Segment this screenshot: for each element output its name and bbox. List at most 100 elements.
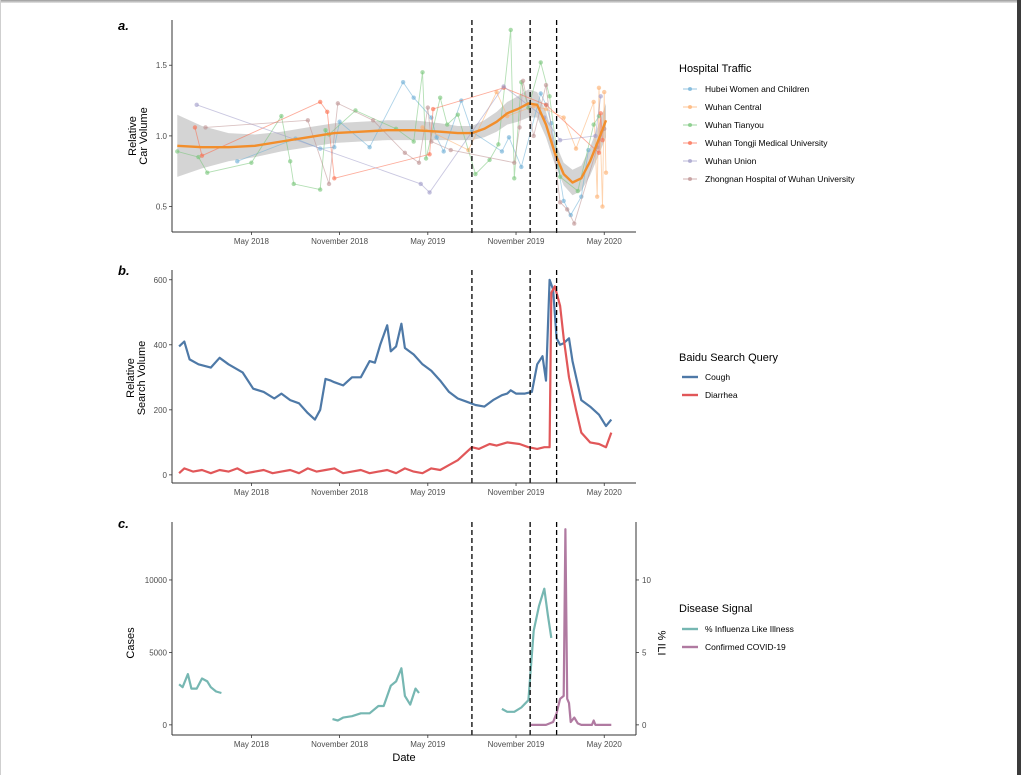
legend-label: Wuhan Central bbox=[705, 102, 762, 112]
data-point bbox=[575, 188, 580, 194]
panel-b-legend: Baidu Search Query Cough Diarrhea bbox=[679, 352, 779, 400]
data-point bbox=[501, 84, 506, 89]
x-tick-label: November 2019 bbox=[488, 237, 545, 246]
data-point bbox=[317, 187, 323, 192]
legend-label: Wuhan Tongji Medical University bbox=[705, 138, 828, 148]
data-point bbox=[512, 160, 517, 165]
data-point bbox=[547, 94, 552, 99]
data-point bbox=[519, 164, 524, 170]
legend-item: Cough bbox=[682, 372, 730, 382]
panel-a-legend-title: Hospital Traffic bbox=[679, 63, 752, 75]
series-diarrhea bbox=[178, 285, 613, 475]
data-point bbox=[332, 176, 337, 181]
data-point bbox=[418, 181, 423, 187]
x-tick-label: November 2019 bbox=[488, 488, 545, 497]
data-point bbox=[249, 160, 254, 165]
data-point bbox=[192, 125, 198, 130]
data-point bbox=[370, 118, 376, 123]
series-confirmed-covid-19 bbox=[530, 528, 612, 726]
legend-key-point bbox=[688, 159, 692, 163]
panel-c-label: c. bbox=[118, 516, 129, 531]
panel-b-search-volume: b. Relative Search Volume 0 200 400 600 May … bbox=[118, 263, 779, 497]
data-point bbox=[598, 111, 603, 116]
x-tick-label: May 2020 bbox=[587, 488, 623, 497]
confidence-band bbox=[177, 89, 607, 196]
data-point bbox=[437, 95, 443, 100]
data-point bbox=[557, 200, 563, 205]
series-line bbox=[422, 87, 607, 207]
panel-b-legend-title: Baidu Search Query bbox=[679, 352, 779, 364]
data-point bbox=[593, 133, 598, 139]
y-tick-label: 600 bbox=[154, 276, 168, 285]
data-point bbox=[512, 176, 517, 181]
x-tick-label: May 2019 bbox=[410, 237, 446, 246]
data-point bbox=[543, 102, 549, 108]
data-point bbox=[557, 137, 563, 143]
data-point bbox=[445, 122, 450, 127]
series-influenza-like-illness-segment bbox=[501, 587, 553, 713]
legend-label: Cough bbox=[705, 372, 730, 382]
y-tick-label: 5000 bbox=[149, 648, 167, 657]
data-point bbox=[326, 181, 332, 187]
data-point bbox=[603, 170, 609, 175]
data-point bbox=[499, 149, 505, 154]
data-point bbox=[429, 139, 434, 144]
panel-a-car-volume: a. Relative Car Volume 0.5 1.0 1.5 May 2018… bbox=[118, 18, 855, 246]
legend-item: Confirmed COVID-19 bbox=[682, 642, 786, 652]
data-point bbox=[434, 135, 439, 140]
window-right-edge bbox=[1017, 0, 1021, 775]
y-tick-label: 0 bbox=[163, 471, 168, 480]
x-tick-label: May 2018 bbox=[234, 740, 270, 749]
data-point bbox=[596, 150, 602, 156]
panel-a-legend: Hospital Traffic Hubei Women and Childre… bbox=[679, 63, 855, 184]
y-tick-label: 10000 bbox=[145, 576, 168, 585]
y-tick-label: 200 bbox=[154, 406, 168, 415]
data-point bbox=[203, 125, 208, 130]
data-point bbox=[520, 78, 526, 83]
data-point bbox=[591, 99, 596, 105]
legend-item: Wuhan Union bbox=[683, 156, 757, 166]
data-point bbox=[305, 118, 311, 123]
data-point bbox=[600, 137, 605, 143]
data-point bbox=[427, 190, 432, 195]
data-point bbox=[400, 79, 406, 85]
data-point bbox=[430, 106, 436, 112]
y-right-tick-label: 5 bbox=[642, 648, 647, 657]
y-tick-label: 0.5 bbox=[156, 203, 168, 212]
data-point bbox=[423, 156, 429, 161]
x-tick-label: May 2018 bbox=[234, 237, 270, 246]
data-point bbox=[411, 139, 416, 144]
x-tick-label: November 2018 bbox=[311, 237, 368, 246]
data-point bbox=[572, 221, 577, 226]
legend-label: Wuhan Union bbox=[705, 156, 757, 166]
series-influenza-like-illness-segment bbox=[332, 667, 420, 722]
legend-key-point bbox=[688, 123, 692, 127]
data-point bbox=[508, 27, 513, 33]
data-point bbox=[199, 153, 205, 158]
legend-item: Wuhan Tianyou bbox=[683, 120, 764, 130]
legend-item: Wuhan Tongji Medical University bbox=[683, 138, 828, 148]
data-point bbox=[420, 125, 425, 130]
y-tick-label: 1.5 bbox=[156, 61, 168, 70]
y-tick-label: 400 bbox=[154, 341, 168, 350]
data-point bbox=[448, 147, 453, 153]
data-point bbox=[496, 142, 501, 147]
data-point bbox=[561, 115, 566, 120]
data-point bbox=[455, 112, 461, 117]
legend-label: % Influenza Like Illness bbox=[705, 624, 794, 634]
legend-label: Diarrhea bbox=[705, 390, 738, 400]
data-point bbox=[205, 170, 210, 175]
data-point bbox=[416, 160, 422, 165]
data-point bbox=[543, 82, 549, 88]
y-right-tick-label: 10 bbox=[642, 576, 651, 585]
legend-label: Zhongnan Hospital of Wuhan University bbox=[705, 174, 855, 184]
data-point bbox=[557, 174, 563, 180]
data-point bbox=[573, 146, 579, 151]
y-tick-label: 1.0 bbox=[156, 132, 168, 141]
legend-label: Confirmed COVID-19 bbox=[705, 642, 786, 652]
data-point bbox=[596, 85, 602, 91]
loess-smooth-line bbox=[177, 102, 608, 184]
data-point bbox=[323, 128, 328, 133]
y-tick-label: 0 bbox=[163, 721, 168, 730]
